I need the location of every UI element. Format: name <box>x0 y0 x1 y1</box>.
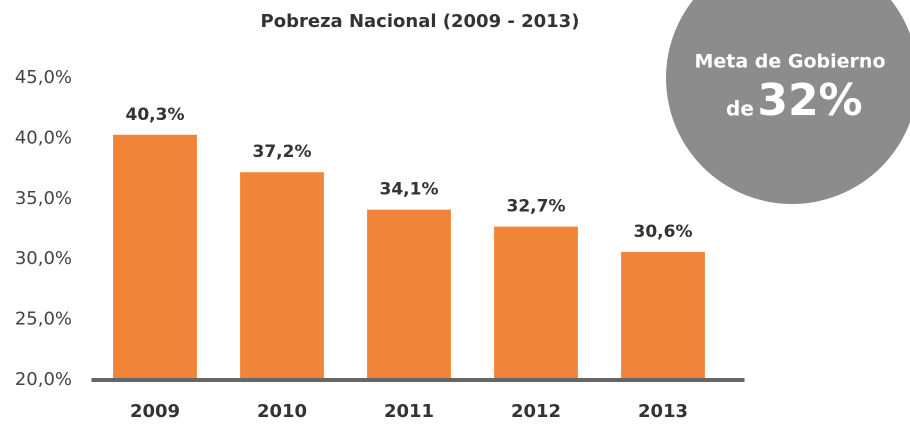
data-label: 30,6% <box>634 222 693 242</box>
bar <box>240 172 324 380</box>
goal-text: Meta de Gobierno <box>694 51 885 73</box>
y-tick-label: 40,0% <box>15 127 72 148</box>
x-tick-label: 2011 <box>384 401 434 422</box>
bar <box>621 251 705 380</box>
bar <box>113 134 197 380</box>
data-label: 34,1% <box>380 180 439 200</box>
y-tick-label: 45,0% <box>15 67 72 88</box>
chart-title: Pobreza Nacional (2009 - 2013) <box>261 11 580 32</box>
goal-value: 32% <box>757 75 862 126</box>
x-tick-label: 2013 <box>638 401 688 422</box>
data-label: 32,7% <box>507 197 566 217</box>
x-tick-label: 2009 <box>130 401 180 422</box>
y-tick-label: 25,0% <box>15 309 72 330</box>
data-label: 40,3% <box>126 105 185 125</box>
y-tick-label: 35,0% <box>15 188 72 209</box>
data-label: 37,2% <box>253 142 312 162</box>
x-tick-label: 2012 <box>511 401 561 422</box>
y-tick-label: 30,0% <box>15 248 72 269</box>
goal-prefix: de <box>726 97 754 121</box>
x-tick-label: 2010 <box>257 401 307 422</box>
goal-circle <box>666 0 910 204</box>
bar <box>494 226 578 380</box>
y-tick-label: 20,0% <box>15 369 72 390</box>
bar <box>367 209 451 380</box>
